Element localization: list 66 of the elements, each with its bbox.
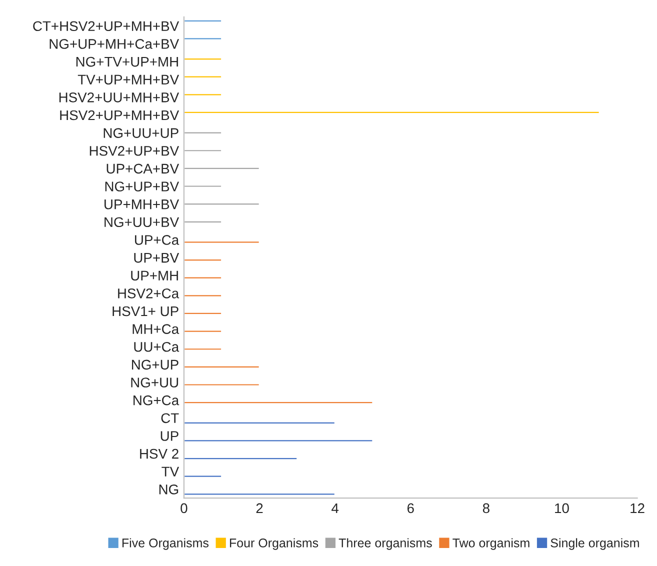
y-tick-label: HSV2+UP+BV <box>90 146 180 156</box>
bar <box>184 74 222 79</box>
y-tick-label: NG+UU <box>131 378 178 388</box>
y-tick-label: NG+UP+MH+Ca+BV <box>50 39 180 49</box>
y-tick-label: UP <box>160 431 178 441</box>
bar <box>184 276 222 280</box>
y-tick-label: UU+Ca <box>134 342 180 352</box>
bar <box>184 110 600 114</box>
y-tick-label: NG <box>159 484 178 494</box>
x-tick-label: 12 <box>630 503 644 514</box>
bar <box>184 57 222 61</box>
y-tick-label: NG+Ca <box>134 395 180 406</box>
y-tick-label: HSV2+UU+MH+BV <box>59 92 180 102</box>
y-tick-label: MH+Ca <box>132 324 180 334</box>
x-tick-label: 6 <box>407 503 414 514</box>
bar <box>184 474 222 478</box>
bar <box>184 492 336 496</box>
y-tick-label: NG+TV+UP+MH <box>76 56 178 67</box>
y-tick-label: HSV2+UP+MH+BV <box>60 110 180 120</box>
bar <box>184 347 222 352</box>
y-tick-label: CT+HSV2+UP+MH+BV <box>33 21 180 32</box>
bar <box>184 400 374 405</box>
y-tick-label: UP+CA+BV <box>106 164 180 174</box>
bar <box>184 148 222 153</box>
bar <box>184 329 222 334</box>
legend-label: Three organisms <box>338 538 432 550</box>
y-tick-label: UP+MH+BV <box>104 200 180 210</box>
bar <box>184 420 336 425</box>
x-tick-label: 4 <box>332 503 339 514</box>
bar <box>184 36 222 41</box>
bar <box>184 294 222 298</box>
y-tick-label: NG+UP <box>132 360 178 370</box>
x-tick-label: 0 <box>180 503 188 514</box>
legend-label: Single organism <box>550 538 639 550</box>
y-tick-label: NG+UU+BV <box>104 217 180 228</box>
y-tick-label: TV+UP+MH+BV <box>78 74 180 85</box>
bar <box>184 456 298 460</box>
y-tick-label: HSV1+ UP <box>112 306 178 316</box>
y-tick-label: NG+UU+UP <box>104 128 178 138</box>
bar <box>184 130 222 135</box>
y-tick-label: UP+BV <box>134 253 180 263</box>
legend-label: Four Organisms <box>230 538 318 550</box>
y-tick-label: CT <box>161 413 179 424</box>
x-tick-label: 8 <box>482 503 490 514</box>
bar <box>184 166 260 170</box>
bar <box>184 92 222 97</box>
bar <box>184 220 222 224</box>
y-tick-label: NG+UP+BV <box>105 182 180 192</box>
y-tick-label: TV <box>162 466 180 476</box>
bar <box>184 240 260 244</box>
y-tick-label: HSV 2 <box>140 448 178 459</box>
bar <box>184 438 374 443</box>
bar <box>184 258 222 262</box>
x-tick-label: 10 <box>555 503 569 514</box>
bar <box>184 202 260 206</box>
y-tick-label: UP+Ca <box>135 235 180 245</box>
bar <box>184 184 222 188</box>
legend-label: Two organism <box>452 538 530 550</box>
bar <box>184 312 222 316</box>
bar <box>184 364 260 369</box>
y-tick-label: UP+MH <box>131 270 178 281</box>
bar <box>184 382 260 387</box>
bar <box>184 18 222 23</box>
legend-label: Five Organisms <box>122 538 209 550</box>
y-tick-label: HSV2+Ca <box>118 288 180 298</box>
x-tick-label: 2 <box>256 503 263 514</box>
